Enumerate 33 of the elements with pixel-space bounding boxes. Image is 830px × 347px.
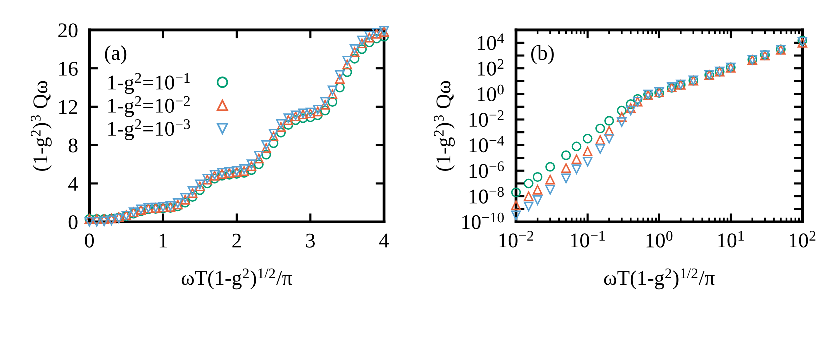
annotation: (b)	[531, 46, 554, 64]
y-tick-label: 10$^{−6}$	[470, 162, 504, 178]
x-tick-label: 4	[379, 234, 390, 248]
y-tick-label: 4	[68, 177, 78, 191]
x-tick-label: 10$^{2}$	[790, 231, 816, 248]
y-axis-title: (1-g$^{2}$)$^{3}$ Qω	[31, 81, 52, 172]
y-axis-title: (1-g$^{2}$)$^{3}$ Qω	[434, 81, 456, 172]
x-tick-label: 10$^{1}$	[718, 231, 744, 248]
y-tick-label: 10$^{−8}$	[470, 187, 504, 204]
x-tick-label: 1	[160, 234, 168, 248]
y-tick-label: 10$^{2}$	[478, 59, 504, 76]
x-axis-title: ωT(1-g$^{2}$)$^{1/2}$/π	[604, 268, 715, 290]
x-tick-label: 2	[232, 234, 242, 248]
annotation: (a)	[105, 46, 127, 64]
x-tick-label: 3	[306, 234, 316, 248]
y-tick-label: 20	[58, 24, 78, 38]
y-tick-label: 10$^{−2}$	[470, 110, 504, 128]
y-tick-label: 10$^{4}$	[478, 34, 504, 50]
y-tick-label: 16	[60, 62, 78, 76]
y-tick-label: 0	[68, 215, 78, 230]
y-tick-label: 12	[60, 100, 78, 114]
legend-label: 1-g$^{2}$=10$^{−1}$	[108, 73, 190, 94]
y-tick-label: 10$^{−4}$	[470, 136, 504, 153]
x-tick-label: 10$^{−1}$	[571, 231, 605, 248]
y-tick-label: 8	[68, 138, 78, 153]
x-axis-title: ωT(1-g$^{2}$)$^{1/2}$/π	[182, 268, 292, 290]
y-tick-label: 10$^{0}$	[478, 84, 504, 102]
legend-label: 1-g$^{2}$=10$^{−2}$	[108, 96, 190, 118]
x-tick-label: 0	[85, 234, 94, 248]
legend-label: 1-g$^{2}$=10$^{−3}$	[108, 120, 190, 140]
x-tick-label: 10$^{−2}$	[500, 231, 534, 248]
y-tick-label: 10$^{−10}$	[462, 212, 504, 230]
x-tick-label: 10$^{0}$	[646, 231, 673, 248]
